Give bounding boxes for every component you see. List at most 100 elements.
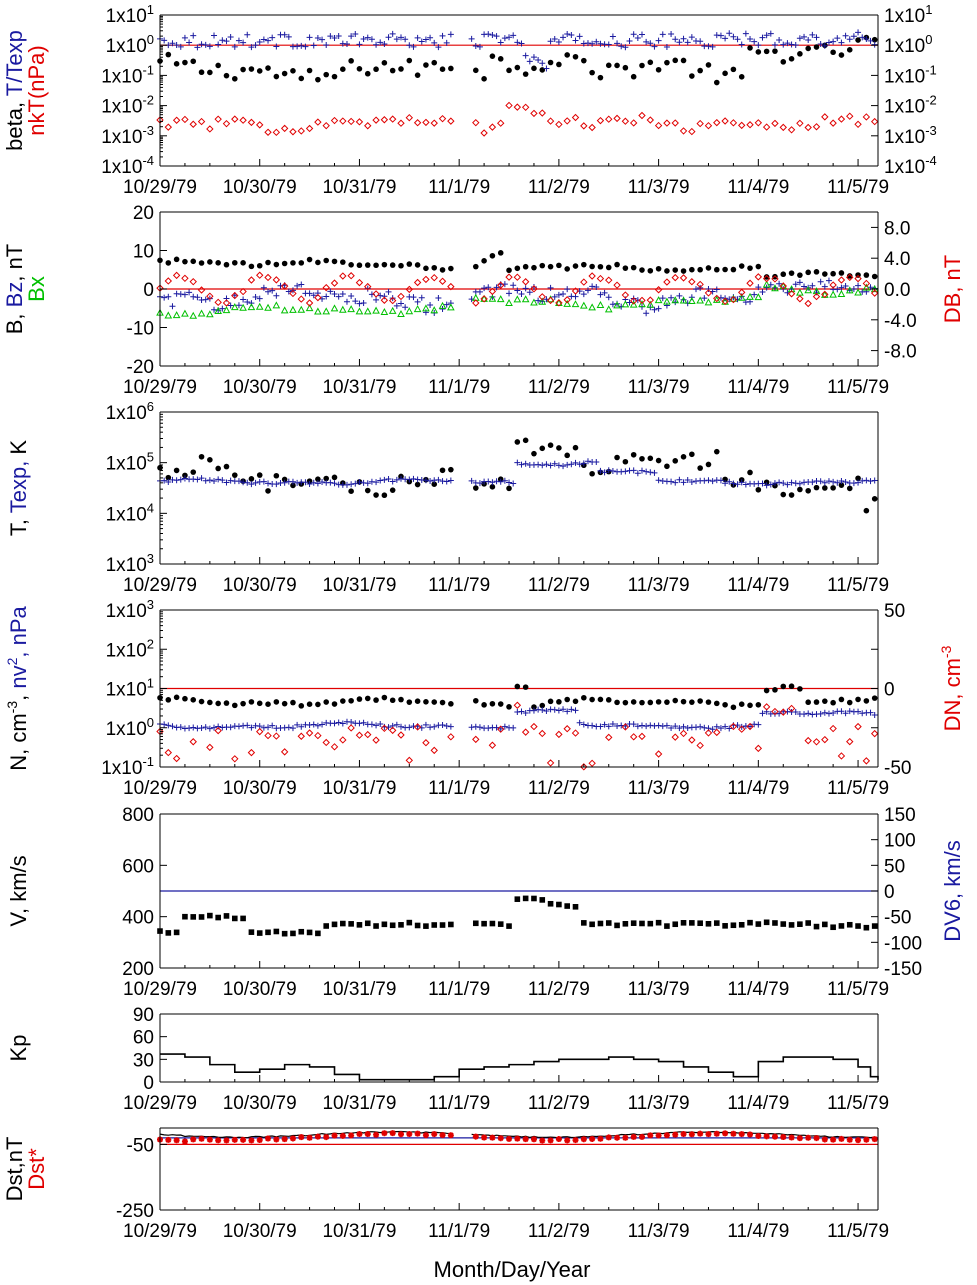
data-point <box>830 699 836 706</box>
data-point <box>418 294 425 301</box>
data-point <box>747 702 753 709</box>
data-point <box>164 748 173 757</box>
data-point <box>546 117 555 125</box>
data-point <box>364 730 372 739</box>
y-tick-label: -50 <box>127 1135 154 1156</box>
data-point <box>722 1130 729 1137</box>
data-point <box>805 37 812 44</box>
data-point <box>422 1132 429 1139</box>
data-point <box>281 930 288 937</box>
data-point <box>609 721 616 728</box>
data-point <box>647 920 654 927</box>
data-point <box>556 61 562 68</box>
x-tick-label: 10/31/79 <box>322 778 396 799</box>
x-tick-label: 11/3/79 <box>628 177 690 198</box>
data-point <box>227 33 234 40</box>
data-point <box>285 33 292 40</box>
data-point <box>829 290 837 298</box>
data-point <box>198 69 205 76</box>
data-point <box>538 109 546 117</box>
data-point <box>664 59 670 66</box>
data-point <box>846 1136 853 1143</box>
data-point <box>747 45 753 51</box>
data-point <box>348 488 354 494</box>
data-point <box>480 295 488 303</box>
data-point <box>746 279 754 287</box>
data-point <box>331 258 338 265</box>
data-point <box>322 121 330 130</box>
data-point <box>364 122 372 130</box>
data-point <box>430 746 438 755</box>
data-point <box>838 1135 845 1142</box>
data-point <box>497 478 504 485</box>
data-point <box>214 115 222 123</box>
data-point <box>430 119 438 127</box>
data-point <box>219 305 226 312</box>
data-point <box>763 482 770 489</box>
x-tick-label: 11/1/79 <box>428 177 490 198</box>
data-point <box>206 725 213 732</box>
x-tick-label: 10/31/79 <box>322 377 396 398</box>
data-point <box>867 709 874 716</box>
data-point <box>223 479 230 486</box>
data-point <box>663 297 671 305</box>
data-point <box>822 271 828 277</box>
data-point <box>671 273 679 282</box>
x-tick-label: 11/3/79 <box>628 1221 690 1242</box>
data-point <box>306 256 313 263</box>
x-tick-label: 11/4/79 <box>727 778 789 799</box>
data-point <box>629 733 638 741</box>
data-point <box>704 298 713 306</box>
data-point <box>792 281 799 288</box>
data-point <box>222 119 231 128</box>
x-tick-label: 10/29/79 <box>123 1221 197 1242</box>
data-point <box>169 303 176 310</box>
data-point <box>472 43 479 50</box>
data-point <box>834 35 841 42</box>
y-axis-label: beta, T/Texp <box>2 30 27 151</box>
data-point <box>747 1131 754 1138</box>
data-point <box>215 723 222 730</box>
data-point <box>202 296 209 303</box>
data-point <box>780 1134 787 1141</box>
data-point <box>211 724 218 731</box>
data-point <box>589 40 596 47</box>
data-point <box>754 744 763 753</box>
data-point <box>248 699 255 705</box>
data-point <box>439 267 446 273</box>
data-point <box>837 276 846 284</box>
data-point <box>298 42 305 49</box>
data-point <box>663 278 671 286</box>
data-point <box>701 295 708 302</box>
data-point <box>181 34 188 41</box>
data-point <box>738 74 745 80</box>
data-point <box>211 478 218 485</box>
data-point <box>655 305 662 312</box>
data-point <box>747 265 753 271</box>
data-point <box>639 699 645 706</box>
x-tick-label: 10/30/79 <box>223 575 297 596</box>
data-point <box>177 43 184 50</box>
data-point <box>207 259 213 265</box>
data-point <box>614 922 620 929</box>
data-point <box>730 266 737 273</box>
data-point <box>797 921 803 927</box>
data-point <box>837 752 846 760</box>
data-point <box>846 737 854 746</box>
data-point <box>797 272 803 278</box>
data-point <box>373 262 379 269</box>
data-point <box>488 294 497 302</box>
y-tick-label: 1x103 <box>106 551 154 576</box>
data-point <box>547 698 554 705</box>
data-point <box>372 736 380 744</box>
data-point <box>481 258 487 264</box>
data-point <box>522 709 529 716</box>
data-point <box>655 722 662 729</box>
data-point <box>231 702 238 709</box>
data-point <box>172 754 181 763</box>
data-point <box>339 720 346 727</box>
x-tick-label: 10/29/79 <box>123 377 197 398</box>
data-point <box>422 304 430 312</box>
data-point <box>248 1137 255 1144</box>
data-point <box>870 289 879 297</box>
